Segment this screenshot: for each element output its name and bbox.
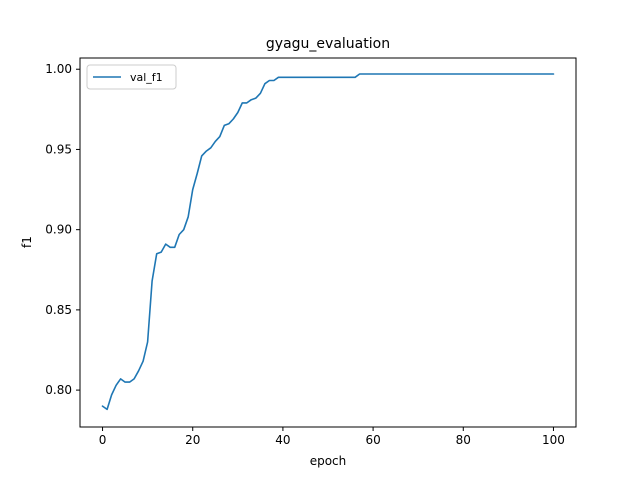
x-tick-label: 80 [456, 433, 471, 447]
x-tick-label: 0 [99, 433, 107, 447]
legend-box [86, 64, 177, 90]
x-tick-label: 40 [275, 433, 290, 447]
x-tick-label: 20 [185, 433, 200, 447]
y-tick-label: 0.80 [45, 383, 72, 397]
plot-area [79, 57, 577, 428]
series-line-val_f1 [101, 73, 555, 411]
y-tick-label: 0.85 [45, 303, 72, 317]
legend: val_f1 [86, 64, 177, 90]
x-tick-label: 60 [365, 433, 380, 447]
x-tick-label: 100 [542, 433, 565, 447]
legend-label: val_f1 [130, 71, 163, 84]
y-axis: 0.80 0.85 0.90 0.95 1.00 [45, 62, 80, 397]
y-tick-label: 0.95 [45, 142, 72, 156]
y-tick-label: 0.90 [45, 223, 72, 237]
chart-title: gyagu_evaluation [266, 36, 390, 52]
y-tick-label: 1.00 [45, 62, 72, 76]
plot-frame [79, 57, 577, 428]
x-axis: 0 20 40 60 80 100 [99, 427, 565, 447]
x-axis-label: epoch [310, 454, 347, 468]
y-axis-label: f1 [20, 236, 34, 248]
series-layer [101, 73, 555, 411]
